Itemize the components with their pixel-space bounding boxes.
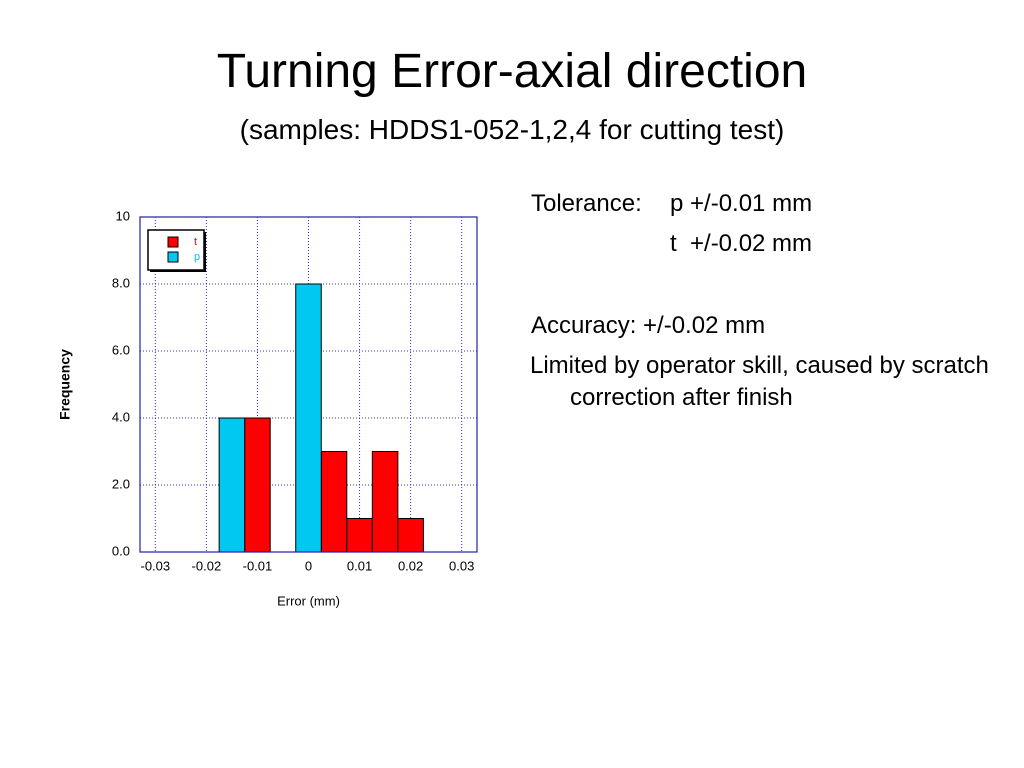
legend-label: t — [194, 236, 197, 248]
y-tick-label: 8.0 — [112, 275, 130, 290]
slide-title: Turning Error-axial direction — [216, 45, 808, 98]
legend-swatch — [167, 236, 179, 248]
bar — [371, 451, 399, 553]
accuracy: Accuracy: +/-0.02 mm — [531, 312, 766, 339]
x-tick-label: -0.03 — [140, 558, 170, 573]
bar — [295, 283, 322, 553]
tolerance-label: Tolerance: — [531, 190, 642, 217]
legend-swatch — [167, 251, 179, 263]
y-tick-label: 10 — [116, 208, 130, 223]
y-tick-label: 4.0 — [112, 409, 130, 424]
x-axis-label: Error (mm) — [277, 593, 340, 608]
legend-label: p — [194, 251, 200, 263]
bar — [218, 417, 246, 553]
y-tick-label: 2.0 — [112, 476, 130, 491]
slide-subtitle: (samples: HDDS1-052-1,2,4 for cutting te… — [239, 114, 785, 145]
y-axis-label: Frequency — [57, 349, 73, 420]
x-tick-label: -0.01 — [243, 558, 273, 573]
note: Limited by operator skill, caused by scr… — [530, 352, 989, 411]
x-tick-label: 0 — [305, 558, 312, 573]
x-tick-label: 0.01 — [347, 558, 372, 573]
y-tick-label: 6.0 — [112, 342, 130, 357]
x-tick-label: 0.02 — [398, 558, 423, 573]
x-tick-label: -0.02 — [192, 558, 222, 573]
tolerance-p: p +/-0.01 mm — [670, 190, 813, 217]
x-tick-label: 0.03 — [449, 558, 474, 573]
plot-frame — [139, 216, 478, 553]
bar — [397, 518, 424, 553]
y-tick-label: 0.0 — [112, 543, 130, 558]
bar — [244, 417, 271, 553]
bar — [346, 518, 373, 553]
tolerance-t: t +/-0.02 mm — [670, 230, 813, 257]
bar — [320, 451, 348, 553]
